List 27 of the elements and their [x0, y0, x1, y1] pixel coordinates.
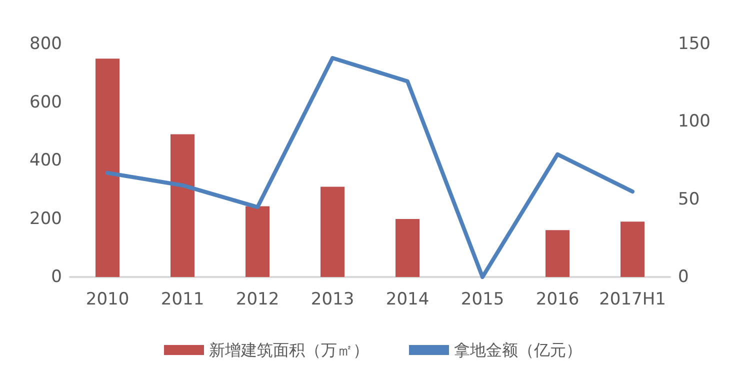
- x-tick-label: 2012: [236, 290, 280, 310]
- x-tick-label: 2013: [310, 290, 354, 310]
- x-tick-label: 2010: [86, 290, 130, 310]
- x-tick-label: 2015: [460, 290, 504, 310]
- bar: [170, 134, 194, 277]
- y-tick-label: 200: [30, 208, 62, 229]
- y-tick-label: 400: [30, 150, 62, 170]
- bar: [96, 58, 120, 277]
- y2-tick-label: 50: [678, 189, 700, 210]
- y2-tick-label: 100: [678, 112, 710, 132]
- y-tick-label: 800: [30, 34, 62, 54]
- y2-tick-label: 150: [678, 34, 710, 54]
- bar: [246, 206, 270, 277]
- y-tick-label: 0: [51, 267, 62, 287]
- bar: [396, 219, 420, 277]
- y-tick-label: 600: [30, 92, 62, 112]
- x-tick-label: 2011: [160, 290, 204, 310]
- y2-tick-label: 0: [678, 267, 689, 287]
- legend-label: 拿地金额（亿元）: [454, 340, 582, 360]
- bar: [320, 186, 344, 277]
- bar: [546, 230, 570, 277]
- legend-label: 新增建筑面积（万㎡）: [209, 340, 369, 360]
- x-tick-label: 2014: [386, 290, 430, 310]
- bar: [620, 222, 644, 277]
- line-series: [106, 56, 634, 279]
- x-tick-label: 2017H1: [599, 290, 666, 310]
- x-tick-label: 2016: [536, 290, 580, 310]
